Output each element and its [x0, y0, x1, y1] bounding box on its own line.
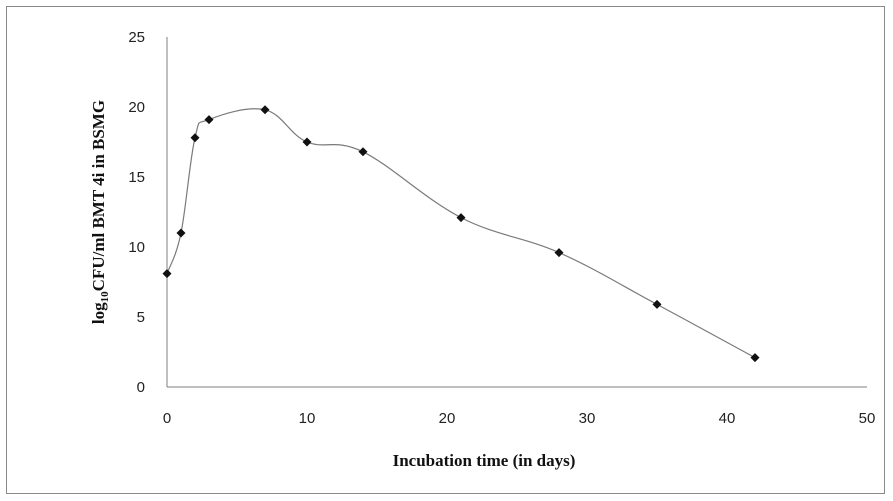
- y-axis-title-rest: CFU/ml BMT 4i in BSMG: [89, 100, 108, 291]
- y-axis-title-subscript: 10: [99, 291, 111, 303]
- series-curve: [166, 108, 756, 359]
- y-tick-label: 0: [137, 379, 145, 396]
- x-tick-labels: 0 10 20 30 40 50: [163, 410, 876, 427]
- y-tick-labels: 0 5 10 15 20 25: [128, 29, 145, 396]
- y-axis-title-prefix: log: [89, 302, 108, 324]
- x-tick-label: 10: [299, 410, 316, 427]
- data-point-marker: [302, 137, 312, 147]
- x-tick-label: 50: [859, 410, 876, 427]
- data-point-marker: [190, 133, 200, 143]
- y-tick-label: 15: [128, 169, 145, 186]
- data-point-marker: [652, 299, 662, 309]
- x-tick-label: 30: [579, 410, 596, 427]
- x-axis-title: Incubation time (in days): [393, 451, 576, 470]
- axes: [166, 37, 867, 388]
- data-points: [162, 105, 760, 363]
- y-tick-label: 25: [128, 29, 145, 46]
- x-tick-label: 0: [163, 410, 171, 427]
- data-point-marker: [750, 353, 760, 363]
- y-tick-label: 5: [137, 309, 145, 326]
- y-axis-title: log10CFU/ml BMT 4i in BSMG: [89, 100, 111, 324]
- data-point-marker: [162, 269, 172, 279]
- chart-frame: [6, 6, 885, 494]
- data-point-marker: [554, 248, 564, 258]
- data-point-marker: [176, 228, 186, 238]
- y-tick-label: 10: [128, 239, 145, 256]
- data-point-marker: [358, 147, 368, 157]
- data-point-marker: [204, 115, 214, 125]
- data-point-marker: [456, 213, 466, 223]
- y-tick-label: 20: [128, 99, 145, 116]
- x-tick-label: 40: [719, 410, 736, 427]
- x-tick-label: 20: [439, 410, 456, 427]
- data-point-marker: [260, 105, 270, 115]
